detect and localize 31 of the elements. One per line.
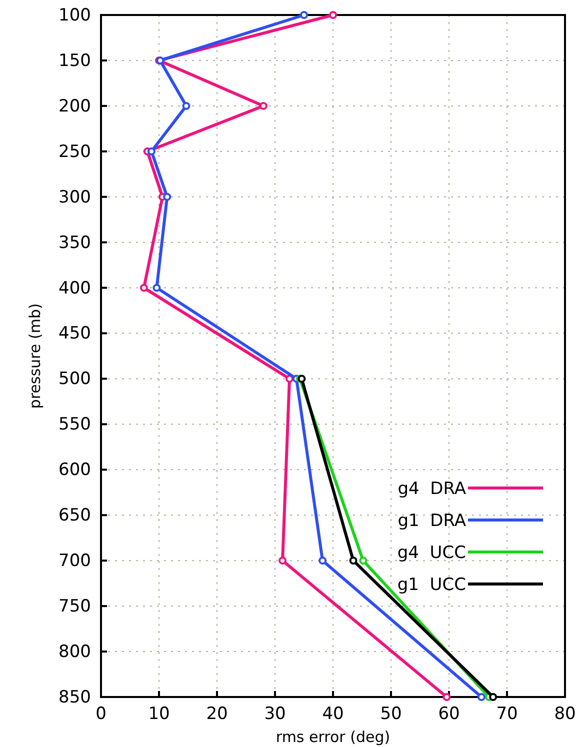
x-tick-label: 80 bbox=[554, 704, 576, 724]
y-tick-label: 150 bbox=[58, 50, 91, 71]
legend-label: g1 UCC bbox=[397, 575, 466, 595]
x-tick-label: 20 bbox=[206, 704, 228, 724]
x-tick-label: 50 bbox=[380, 704, 402, 724]
y-tick-label: 350 bbox=[58, 232, 91, 253]
y-tick-label: 850 bbox=[58, 687, 91, 708]
legend-label: g1 DRA bbox=[398, 511, 466, 531]
legend-label: g4 UCC bbox=[397, 543, 466, 563]
x-axis-title: rms error (deg) bbox=[276, 728, 390, 746]
y-tick-label: 450 bbox=[58, 324, 91, 344]
x-tick-label: 70 bbox=[496, 704, 518, 724]
legend-label: g4 DRA bbox=[398, 479, 466, 499]
y-tick-label: 500 bbox=[58, 369, 91, 390]
y-tick-label: 800 bbox=[58, 642, 91, 662]
y-tick-label: 250 bbox=[58, 142, 91, 162]
y-tick-label: 300 bbox=[58, 187, 91, 208]
y-tick-label: 400 bbox=[58, 278, 91, 298]
x-tick-label: 40 bbox=[322, 704, 344, 724]
y-axis-title: pressure (mb) bbox=[26, 303, 44, 409]
x-tick-label: 10 bbox=[148, 704, 170, 724]
y-tick-label: 200 bbox=[58, 96, 91, 116]
y-tick-label: 650 bbox=[58, 506, 91, 526]
x-tick-label: 60 bbox=[438, 704, 460, 724]
y-tick-label: 700 bbox=[58, 551, 91, 572]
y-tick-label: 100 bbox=[58, 5, 91, 26]
x-tick-label: 0 bbox=[96, 704, 106, 724]
y-tick-label: 750 bbox=[58, 596, 91, 617]
y-tick-label: 550 bbox=[58, 414, 91, 435]
x-tick-label: 30 bbox=[264, 704, 286, 724]
y-tick-label: 600 bbox=[58, 460, 91, 480]
